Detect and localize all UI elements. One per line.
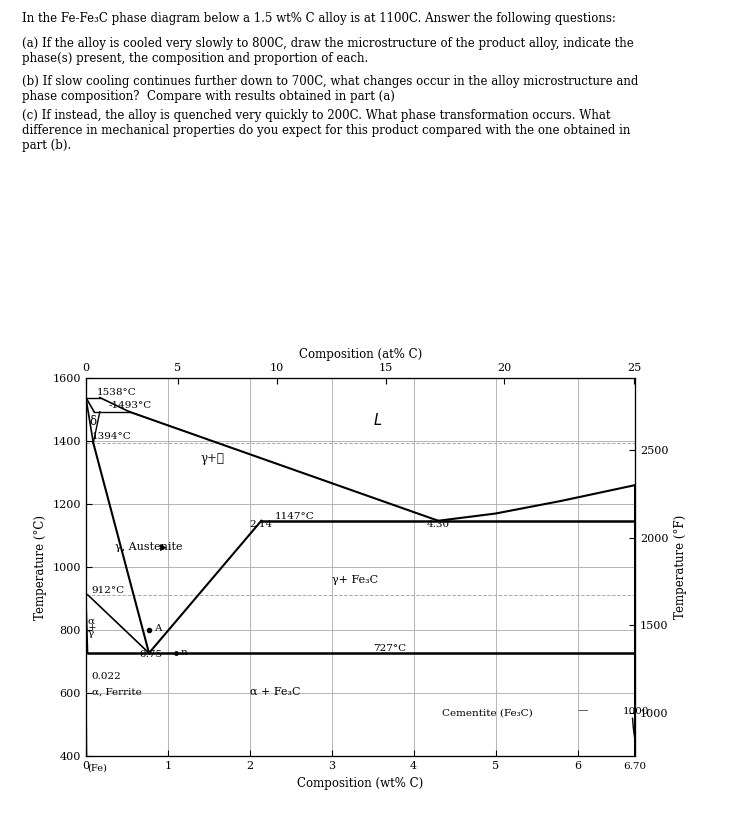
Text: In the Fe-Fe₃C phase diagram below a 1.5 wt% C alloy is at 1100C. Answer the fol: In the Fe-Fe₃C phase diagram below a 1.5… — [22, 12, 616, 25]
Text: α + Fe₃C: α + Fe₃C — [249, 687, 300, 697]
Text: γ, Austenite: γ, Austenite — [114, 541, 182, 552]
Text: (a) If the alloy is cooled very slowly to 800C, draw the microstructure of the p: (a) If the alloy is cooled very slowly t… — [22, 37, 634, 64]
Text: α, Ferrite: α, Ferrite — [92, 688, 141, 697]
Text: +: + — [87, 623, 96, 632]
Text: ▶: ▶ — [160, 543, 167, 552]
Text: 2.14: 2.14 — [249, 520, 273, 528]
Text: 1000: 1000 — [623, 707, 649, 716]
Text: Cementite (Fe₃C): Cementite (Fe₃C) — [442, 708, 533, 717]
Text: 1147°C: 1147°C — [274, 512, 314, 521]
Y-axis label: Temperature (°C): Temperature (°C) — [34, 515, 47, 620]
Text: 1394°C: 1394°C — [92, 432, 131, 441]
Text: (c) If instead, the alloy is quenched very quickly to 200C. What phase transform: (c) If instead, the alloy is quenched ve… — [22, 109, 630, 152]
Text: 6.70: 6.70 — [624, 763, 646, 772]
Text: γ+ℒ: γ+ℒ — [201, 451, 225, 464]
Text: 727°C: 727°C — [373, 644, 406, 653]
Text: α: α — [87, 617, 95, 626]
Text: (Fe): (Fe) — [87, 764, 108, 773]
Text: n: n — [180, 648, 187, 657]
X-axis label: Composition (wt% C): Composition (wt% C) — [297, 776, 424, 789]
Text: 912°C: 912°C — [92, 586, 125, 595]
Text: 0.75: 0.75 — [139, 650, 162, 659]
Y-axis label: Temperature (°F): Temperature (°F) — [674, 515, 687, 620]
Text: γ+ Fe₃C: γ+ Fe₃C — [332, 575, 378, 585]
Text: δ: δ — [89, 415, 96, 428]
Text: (b) If slow cooling continues further down to 700C, what changes occur in the al: (b) If slow cooling continues further do… — [22, 75, 639, 102]
Text: A: A — [154, 624, 161, 633]
Text: —: — — [577, 706, 588, 715]
Text: 4.30: 4.30 — [427, 520, 450, 528]
X-axis label: Composition (at% C): Composition (at% C) — [299, 348, 422, 361]
Text: γ: γ — [87, 629, 94, 638]
Text: 1538°C: 1538°C — [96, 388, 136, 397]
Text: 0.022: 0.022 — [92, 672, 122, 681]
Text: $L$: $L$ — [373, 412, 382, 428]
Text: -1493°C: -1493°C — [109, 402, 152, 411]
